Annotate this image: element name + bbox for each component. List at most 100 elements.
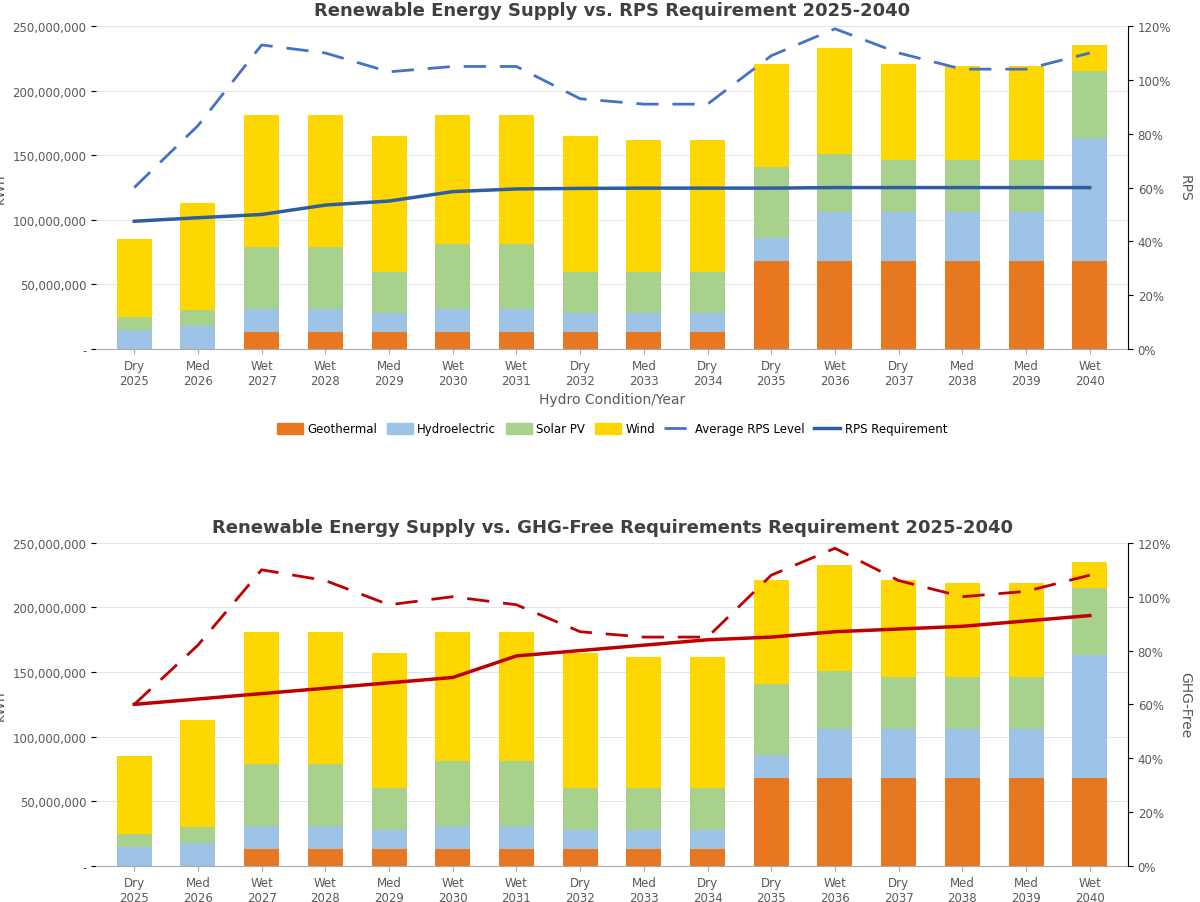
Y-axis label: kWh: kWh bbox=[0, 173, 7, 204]
Bar bbox=[436, 826, 470, 849]
Bar bbox=[1073, 778, 1108, 866]
Bar bbox=[1073, 656, 1108, 778]
Bar bbox=[944, 729, 980, 778]
Bar bbox=[372, 314, 407, 333]
Bar bbox=[563, 272, 598, 314]
Bar bbox=[436, 849, 470, 866]
Bar bbox=[626, 314, 661, 333]
Bar bbox=[754, 262, 788, 350]
Bar bbox=[308, 826, 343, 849]
Bar bbox=[690, 141, 725, 272]
Bar bbox=[308, 248, 343, 309]
Bar bbox=[244, 116, 280, 248]
Bar bbox=[563, 830, 598, 849]
Bar bbox=[372, 830, 407, 849]
Bar bbox=[881, 161, 916, 213]
Bar bbox=[180, 827, 216, 842]
Bar bbox=[499, 245, 534, 309]
Bar bbox=[817, 155, 852, 213]
Bar bbox=[116, 756, 151, 833]
Bar bbox=[944, 584, 980, 677]
Bar bbox=[244, 764, 280, 826]
Bar bbox=[626, 333, 661, 350]
Bar bbox=[372, 849, 407, 866]
Bar bbox=[881, 677, 916, 729]
Bar bbox=[690, 788, 725, 830]
Bar bbox=[1073, 563, 1108, 588]
Bar bbox=[308, 333, 343, 350]
Bar bbox=[372, 653, 407, 788]
Bar bbox=[1008, 677, 1044, 729]
Bar bbox=[244, 333, 280, 350]
Bar bbox=[308, 764, 343, 826]
Bar bbox=[626, 272, 661, 314]
Bar bbox=[116, 330, 151, 350]
Bar bbox=[881, 262, 916, 350]
Bar bbox=[1008, 584, 1044, 677]
Bar bbox=[180, 327, 216, 350]
Bar bbox=[944, 677, 980, 729]
Bar bbox=[180, 720, 216, 827]
Bar bbox=[563, 788, 598, 830]
Bar bbox=[436, 309, 470, 333]
Bar bbox=[944, 262, 980, 350]
Bar bbox=[1008, 161, 1044, 213]
Bar bbox=[817, 729, 852, 778]
Bar bbox=[817, 49, 852, 155]
Bar bbox=[881, 581, 916, 677]
Bar bbox=[626, 830, 661, 849]
Bar bbox=[308, 116, 343, 248]
Bar bbox=[817, 566, 852, 671]
Bar bbox=[754, 778, 788, 866]
Bar bbox=[690, 830, 725, 849]
Bar bbox=[754, 684, 788, 755]
Bar bbox=[817, 778, 852, 866]
Bar bbox=[116, 318, 151, 330]
Bar bbox=[563, 314, 598, 333]
Bar bbox=[499, 849, 534, 866]
Bar bbox=[881, 64, 916, 161]
Bar bbox=[563, 333, 598, 350]
Bar bbox=[308, 849, 343, 866]
Bar bbox=[690, 314, 725, 333]
Bar bbox=[881, 213, 916, 262]
Bar bbox=[944, 161, 980, 213]
Bar bbox=[180, 311, 216, 327]
Bar bbox=[1073, 139, 1108, 262]
Bar bbox=[690, 272, 725, 314]
Bar bbox=[1008, 262, 1044, 350]
Bar bbox=[1073, 72, 1108, 139]
Bar bbox=[244, 826, 280, 849]
Bar bbox=[499, 309, 534, 333]
Bar bbox=[626, 141, 661, 272]
Bar bbox=[1008, 778, 1044, 866]
Bar bbox=[1073, 262, 1108, 350]
Y-axis label: kWh: kWh bbox=[0, 689, 7, 720]
Bar bbox=[436, 333, 470, 350]
Bar bbox=[499, 116, 534, 245]
Bar bbox=[180, 842, 216, 866]
Bar bbox=[944, 213, 980, 262]
Bar bbox=[436, 632, 470, 761]
Bar bbox=[626, 849, 661, 866]
Bar bbox=[116, 240, 151, 318]
Bar bbox=[499, 333, 534, 350]
Bar bbox=[180, 204, 216, 311]
Bar bbox=[116, 847, 151, 866]
Bar bbox=[817, 213, 852, 262]
Bar bbox=[690, 849, 725, 866]
Legend: Geothermal, Hydroelectric, Solar PV, Wind, Average RPS Level, RPS Requirement: Geothermal, Hydroelectric, Solar PV, Win… bbox=[272, 419, 952, 440]
Bar bbox=[1008, 67, 1044, 161]
Bar bbox=[1008, 213, 1044, 262]
Bar bbox=[563, 849, 598, 866]
Bar bbox=[881, 778, 916, 866]
Bar bbox=[499, 632, 534, 761]
Bar bbox=[436, 116, 470, 245]
X-axis label: Hydro Condition/Year: Hydro Condition/Year bbox=[539, 393, 685, 407]
Bar bbox=[372, 788, 407, 830]
Bar bbox=[372, 333, 407, 350]
Bar bbox=[690, 333, 725, 350]
Bar bbox=[244, 849, 280, 866]
Bar bbox=[308, 309, 343, 333]
Bar bbox=[563, 653, 598, 788]
